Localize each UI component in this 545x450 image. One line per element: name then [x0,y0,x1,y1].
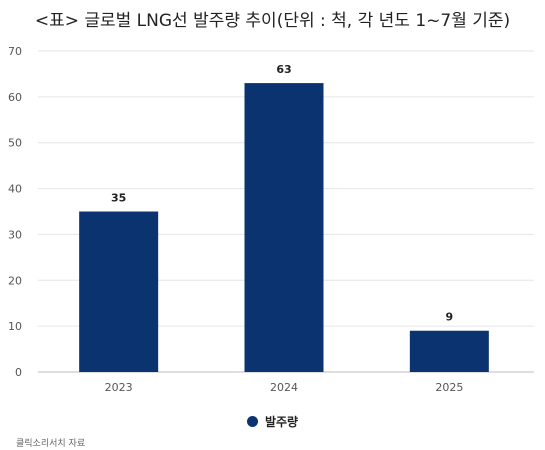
data-labels: 35 63 9 [111,63,453,324]
legend: 발주량 [0,413,545,430]
data-label-2024: 63 [276,63,291,76]
y-tick-label: 50 [8,137,22,150]
source-note: 클릭소리서치 자료 [16,439,86,449]
y-tick-label: 20 [8,274,22,287]
y-axis-ticks: 0 10 20 30 40 50 60 70 [8,45,22,379]
bar-2025 [409,330,489,372]
bar-2024 [244,83,324,372]
x-tick-label: 2023 [105,381,133,394]
data-label-2025: 9 [446,311,454,324]
x-tick-label: 2024 [270,381,298,394]
legend-label: 발주량 [264,415,299,429]
y-tick-label: 10 [8,320,22,333]
data-label-2023: 35 [111,192,126,205]
chart-title: <표> 글로벌 LNG선 발주량 추이(단위 : 척, 각 년도 1~7월 기준… [34,11,511,31]
y-tick-label: 30 [8,228,22,241]
y-tick-label: 40 [8,183,22,196]
x-axis-ticks: 2023 2024 2025 [105,381,464,394]
y-tick-label: 70 [8,45,22,58]
y-tick-label: 60 [8,91,22,104]
x-tick-label: 2025 [435,381,463,394]
bar-2023 [79,211,159,372]
legend-marker [246,416,258,427]
y-tick-label: 0 [15,366,22,379]
bars [79,83,489,372]
